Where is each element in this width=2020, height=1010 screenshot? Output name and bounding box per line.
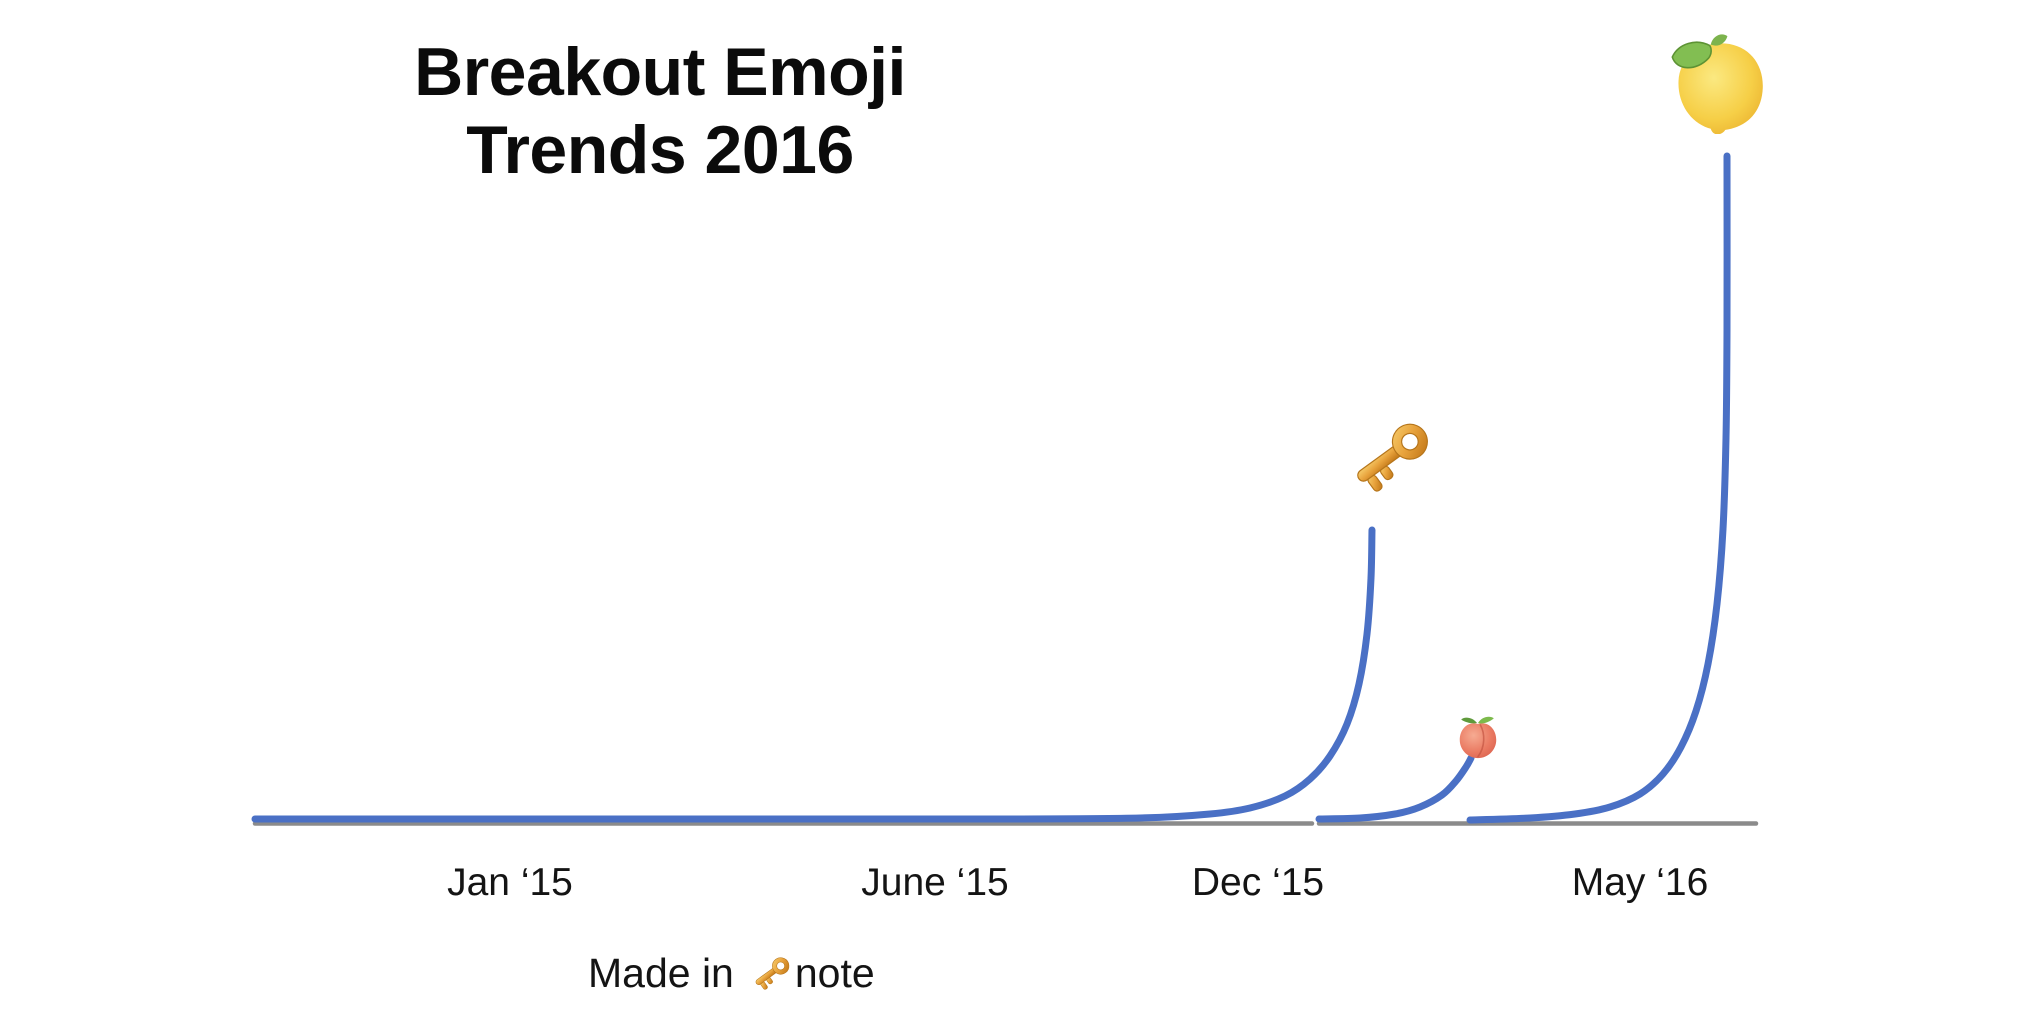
credit-line: Made in note (588, 946, 875, 1000)
credit-suffix: note (794, 949, 875, 996)
credit-prefix: Made in (588, 949, 734, 996)
peach-emoji-icon (1454, 712, 1502, 760)
x-tick-label: May ‘16 (1571, 861, 1709, 904)
key-trend-line (251, 526, 1376, 823)
lemon-trend-line (1466, 152, 1731, 824)
key-emoji-icon (1341, 408, 1438, 505)
x-tick-label: June ‘15 (861, 861, 1009, 904)
lemon-emoji-icon (1665, 30, 1769, 134)
peach-trend-line (1315, 754, 1475, 823)
x-tick-label: Dec ‘15 (1191, 861, 1325, 904)
x-tick-label: Jan ‘15 (447, 861, 573, 904)
chart-title: Breakout Emoji Trends 2016 (414, 34, 906, 188)
key-emoji-icon (748, 950, 794, 996)
